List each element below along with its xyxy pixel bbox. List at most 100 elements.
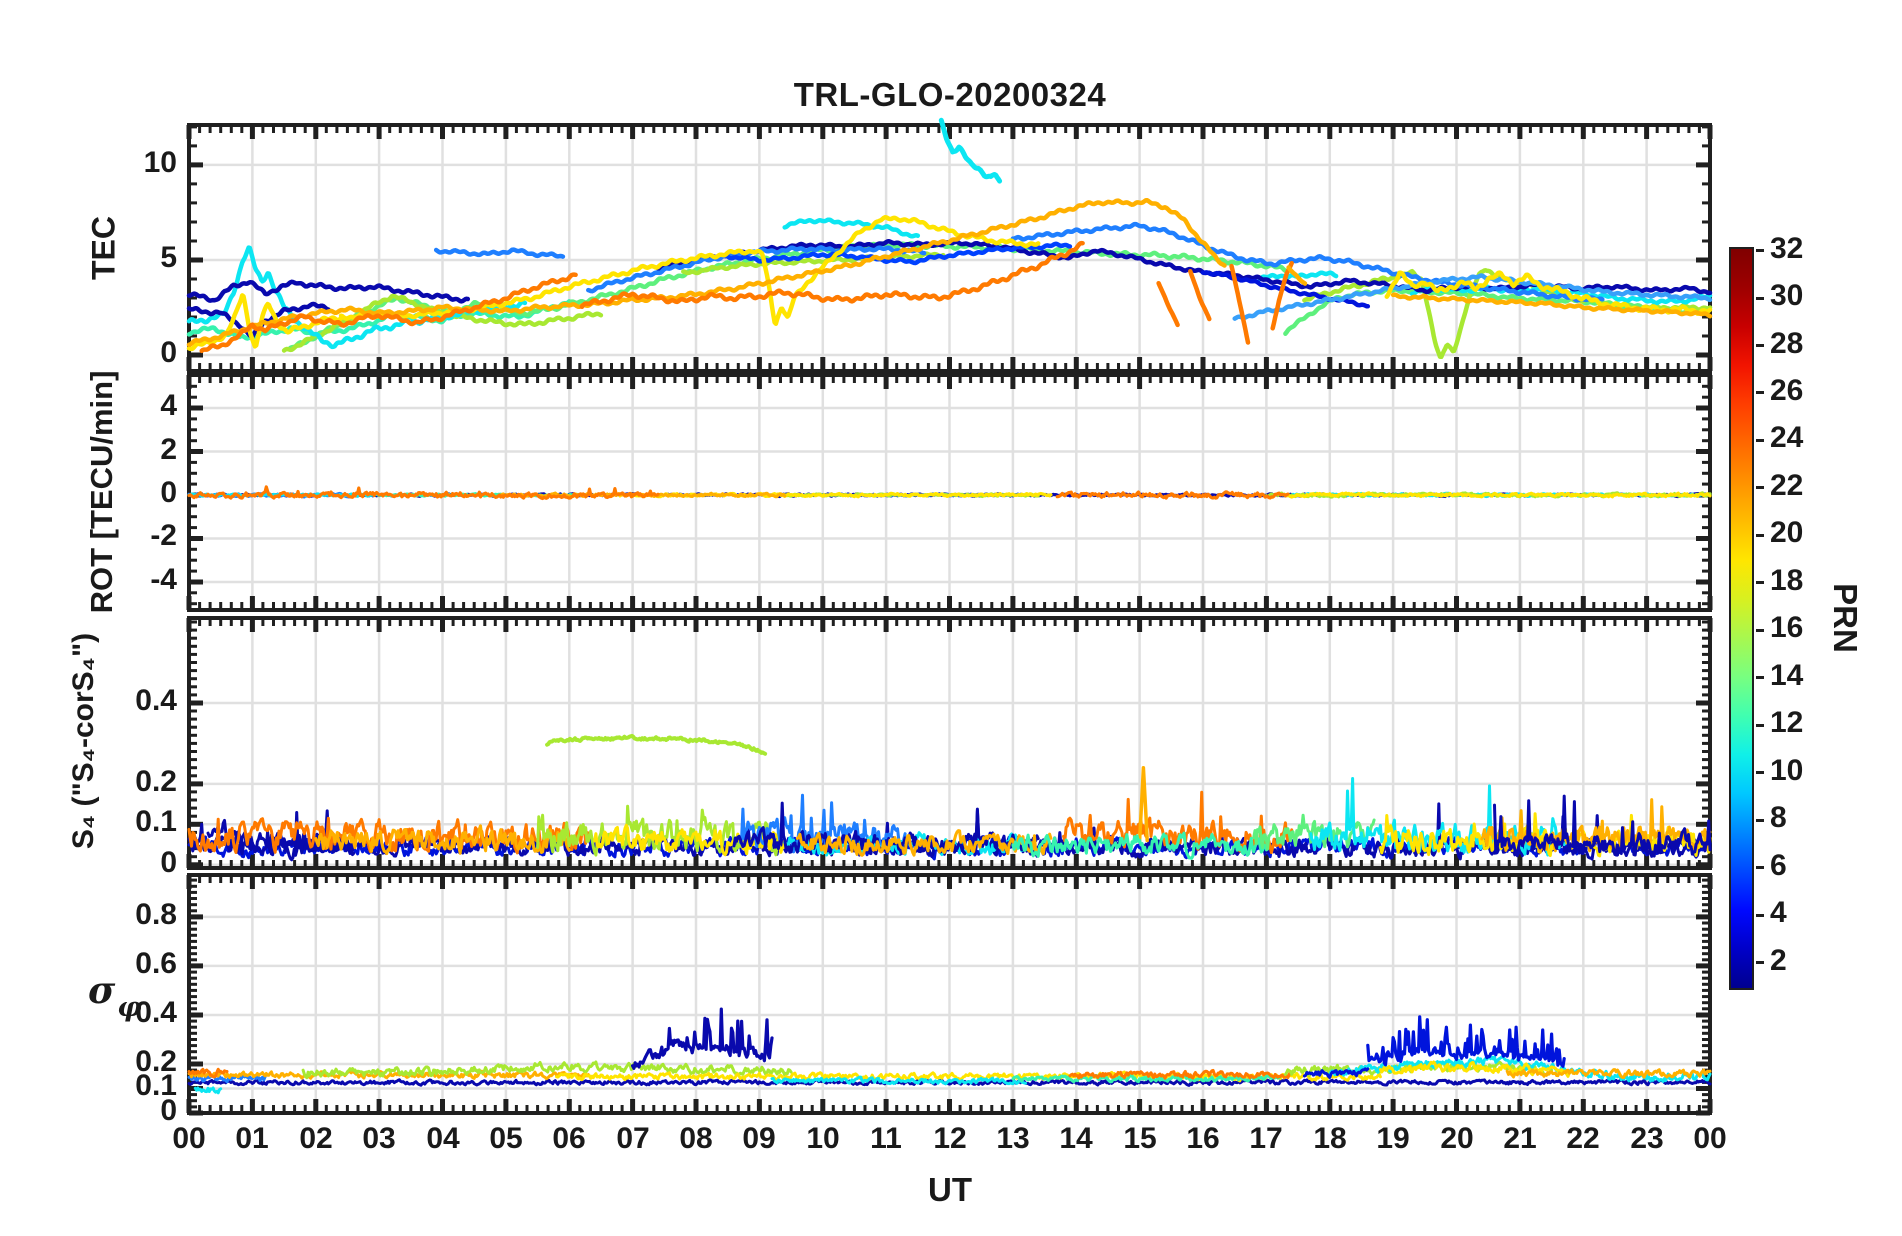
series-prn-14	[1011, 831, 1268, 860]
series-prn-22	[186, 197, 1227, 348]
x-tick-label: 09	[742, 1122, 776, 1155]
x-tick-label: 02	[299, 1122, 333, 1155]
y-tick-label: 0.2	[135, 765, 177, 798]
y-tick-label: 0.4	[135, 684, 177, 717]
x-tick-label: 00	[172, 1122, 206, 1155]
x-tick-label: 12	[933, 1122, 967, 1155]
series-prn-24	[1188, 269, 1212, 322]
y-tick-label: 0.4	[135, 996, 177, 1029]
series-prn-22	[1480, 798, 1712, 854]
series-prn-20	[1384, 270, 1713, 316]
colorbar-tick-label: 30	[1770, 279, 1804, 312]
series-prn-2	[186, 279, 471, 304]
colorbar-tick	[1756, 866, 1764, 869]
x-tick-label: 22	[1566, 1122, 1600, 1155]
series-prn-14	[1011, 1073, 1281, 1084]
colorbar-tick-label: 22	[1770, 469, 1804, 502]
x-tick-label: 04	[426, 1122, 460, 1155]
colorbar-tick-label: 18	[1770, 564, 1804, 597]
y-tick-label: 0.2	[135, 1045, 177, 1078]
series-prn-24	[1270, 260, 1294, 331]
series-prn-12	[193, 1086, 223, 1095]
x-tick-label: 07	[616, 1122, 650, 1155]
x-tick-label: 18	[1313, 1122, 1347, 1155]
y-tick-label: -2	[150, 519, 177, 552]
colorbar-tick-label: 32	[1770, 232, 1804, 265]
colorbar-tick	[1756, 344, 1764, 347]
x-tick-label: 19	[1376, 1122, 1410, 1155]
series-prn-22	[1390, 292, 1713, 319]
x-tick-label: 06	[552, 1122, 586, 1155]
series-prn-22	[795, 829, 1053, 857]
series-prn-24	[187, 485, 660, 501]
series-prn-18	[545, 733, 768, 756]
series-prn-8	[187, 1074, 267, 1084]
x-tick-label: 21	[1503, 1122, 1537, 1155]
y-tick-label: 0	[160, 1094, 177, 1127]
series-prn-12	[782, 217, 921, 239]
colorbar-tick	[1756, 581, 1764, 584]
y-tick-label: 0.6	[135, 947, 177, 980]
y-tick-label: 0	[160, 476, 177, 509]
x-tick-label: 01	[235, 1122, 269, 1155]
x-tick-label: 16	[1186, 1122, 1220, 1155]
axes	[186, 123, 1713, 1116]
colorbar-tick	[1756, 391, 1764, 394]
y-tick-label: 10	[143, 146, 177, 179]
y-tick-label: 5	[160, 241, 177, 274]
colorbar-tick	[1756, 486, 1764, 489]
colorbar-tick-label: 12	[1770, 706, 1804, 739]
series-prn-2	[631, 1007, 774, 1070]
sigma-symbol: σ	[88, 968, 116, 1012]
colorbar-tick	[1756, 249, 1764, 252]
series-prn-24	[187, 1067, 229, 1079]
series-prn-24	[1055, 490, 1290, 500]
x-tick-label: 14	[1059, 1122, 1093, 1155]
x-tick-label: 08	[679, 1122, 713, 1155]
colorbar-tick-label: 20	[1770, 516, 1804, 549]
series-prn-2	[1493, 794, 1712, 858]
x-tick-label: 05	[489, 1122, 523, 1155]
series-prn-6	[725, 241, 1073, 266]
series-prn-22	[314, 824, 571, 856]
y-tick-label: 2	[160, 433, 177, 466]
series-prn-10	[1232, 273, 1713, 321]
colorbar-tick	[1756, 676, 1764, 679]
series-prn-22	[187, 1069, 590, 1081]
series-prn-24	[579, 240, 1085, 310]
colorbar-tick	[1756, 819, 1764, 822]
chart-title: TRL-GLO-20200324	[793, 76, 1107, 113]
series-prn-8	[738, 793, 907, 855]
colorbar-tick	[1756, 961, 1764, 964]
series-prn-22	[1286, 265, 1308, 286]
y-tick-label: 4	[160, 389, 177, 422]
series-prn-22	[1137, 765, 1149, 843]
series-prn-18	[536, 804, 780, 857]
colorbar-tick-label: 4	[1770, 896, 1787, 929]
colorbar-tick	[1756, 297, 1764, 300]
x-tick-label: 13	[996, 1122, 1030, 1155]
series-prn-8	[433, 247, 566, 259]
phi-subscript: φ	[117, 992, 142, 1023]
y-tick-label: 0	[160, 336, 177, 369]
series-prn-20	[1379, 1060, 1573, 1078]
colorbar-tick	[1756, 914, 1764, 917]
series-prn-18	[301, 1060, 793, 1080]
colorbar-tick-label: 6	[1770, 849, 1787, 882]
data-series	[186, 117, 1713, 1095]
series-prn-24	[1229, 263, 1251, 345]
x-tick-label: 15	[1123, 1122, 1157, 1155]
colorbar-tick-label: 8	[1770, 801, 1787, 834]
x-tick-label: 10	[806, 1122, 840, 1155]
series-prn-8	[1010, 221, 1605, 303]
x-tick-label: 03	[362, 1122, 396, 1155]
y-tick-label: 0	[160, 846, 177, 879]
colorbar-tick-label: 28	[1770, 327, 1804, 360]
colorbar-tick-label: 10	[1770, 754, 1804, 787]
series-prn-20	[1379, 812, 1712, 858]
colorbar-tick	[1756, 771, 1764, 774]
y-tick-label: 0.1	[135, 1069, 177, 1102]
series-prn-24	[1156, 280, 1180, 328]
x-tick-label: 00	[1693, 1122, 1727, 1155]
